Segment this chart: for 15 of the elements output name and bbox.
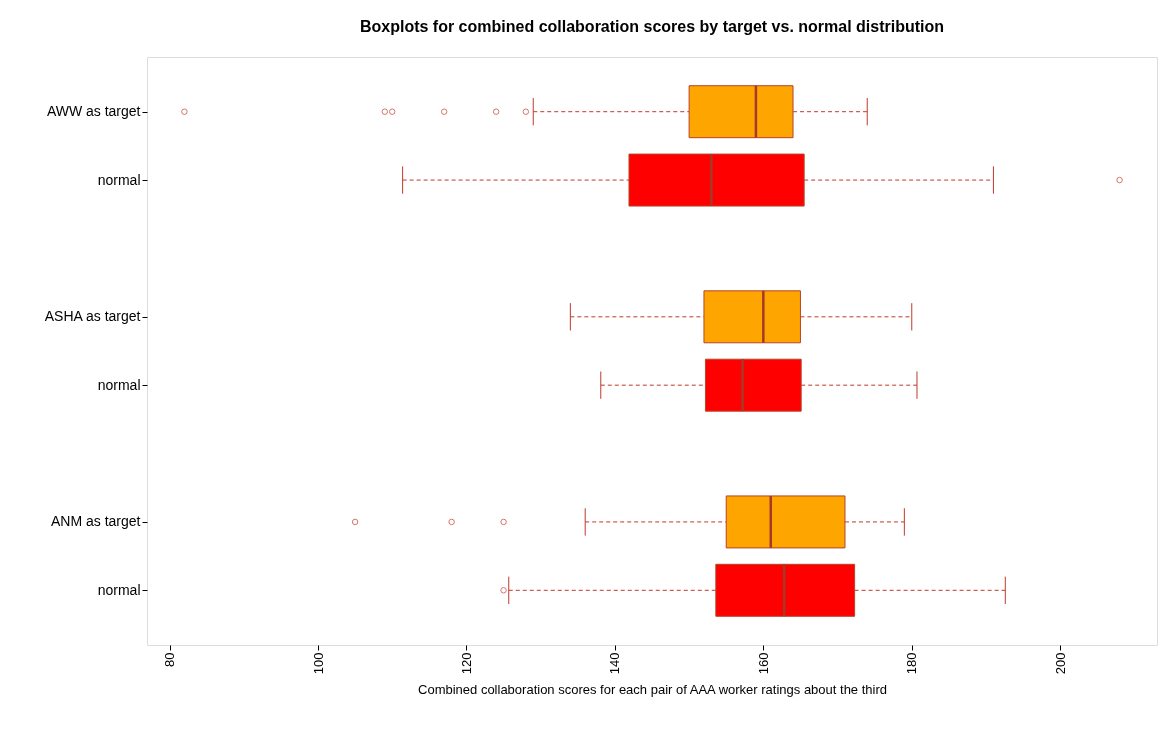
x-tick-label: 160 xyxy=(755,652,771,675)
y-tick-label: normal xyxy=(97,581,141,598)
y-tick-label: normal xyxy=(97,171,141,188)
y-tick-label: ASHA as target xyxy=(44,308,141,325)
x-tick-label: 200 xyxy=(1052,652,1068,675)
x-tick-label: 120 xyxy=(458,652,474,675)
x-axis-title: Combined collaboration scores for each pair of AAA worker ratings about the third xyxy=(418,682,887,698)
x-tick-label: 140 xyxy=(607,652,623,675)
x-tick-label: 80 xyxy=(162,652,178,667)
y-tick-label: AWW as target xyxy=(46,103,141,120)
x-tick-label: 100 xyxy=(310,652,326,675)
chart-title: Boxplots for combined collaboration scores by target vs. normal distribution xyxy=(359,18,945,35)
y-tick-label: normal xyxy=(97,376,141,393)
x-tick-label: 180 xyxy=(904,652,920,675)
y-tick-label: ANM as target xyxy=(51,513,141,530)
